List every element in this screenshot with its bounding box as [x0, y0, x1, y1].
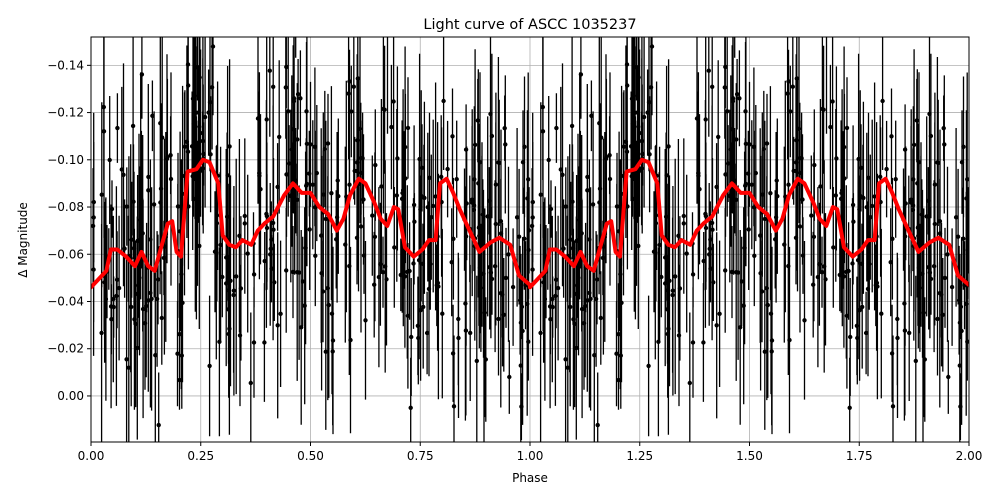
- y-tick-label: −0.08: [47, 200, 84, 214]
- y-tick-label: −0.12: [47, 106, 84, 120]
- x-tick-label: 0.00: [78, 449, 105, 463]
- y-tick-label: −0.04: [47, 294, 84, 308]
- y-tick-label: −0.14: [47, 58, 84, 72]
- x-tick-label: 2.00: [956, 449, 983, 463]
- y-tick-label: −0.02: [47, 342, 84, 356]
- y-tick-label: 0.00: [57, 389, 84, 403]
- x-axis-label: Phase: [512, 471, 548, 485]
- x-tick-label: 1.75: [846, 449, 873, 463]
- chart-title: Light curve of ASCC 1035237: [423, 17, 636, 33]
- binned-mean-line: [91, 157, 969, 290]
- x-tick-label: 1.00: [517, 449, 544, 463]
- x-tick-label: 0.25: [187, 449, 214, 463]
- y-axis-label: Δ Magnitude: [16, 202, 30, 278]
- x-tick-label: 1.50: [736, 449, 763, 463]
- y-tick-label: −0.10: [47, 153, 84, 167]
- x-tick-label: 0.75: [407, 449, 434, 463]
- x-tick-label: 0.50: [297, 449, 324, 463]
- mean-curve: [91, 157, 969, 290]
- y-axis-ticks: −0.14 −0.12 −0.10 −0.08 −0.06 −0.04 −0.02 0.00: [47, 58, 91, 403]
- y-tick-label: −0.06: [47, 247, 84, 261]
- x-axis-ticks: 0.00 0.25 0.50 0.75 1.00 1.25 1.50 1.75 2.00: [78, 442, 983, 463]
- x-tick-label: 1.25: [626, 449, 653, 463]
